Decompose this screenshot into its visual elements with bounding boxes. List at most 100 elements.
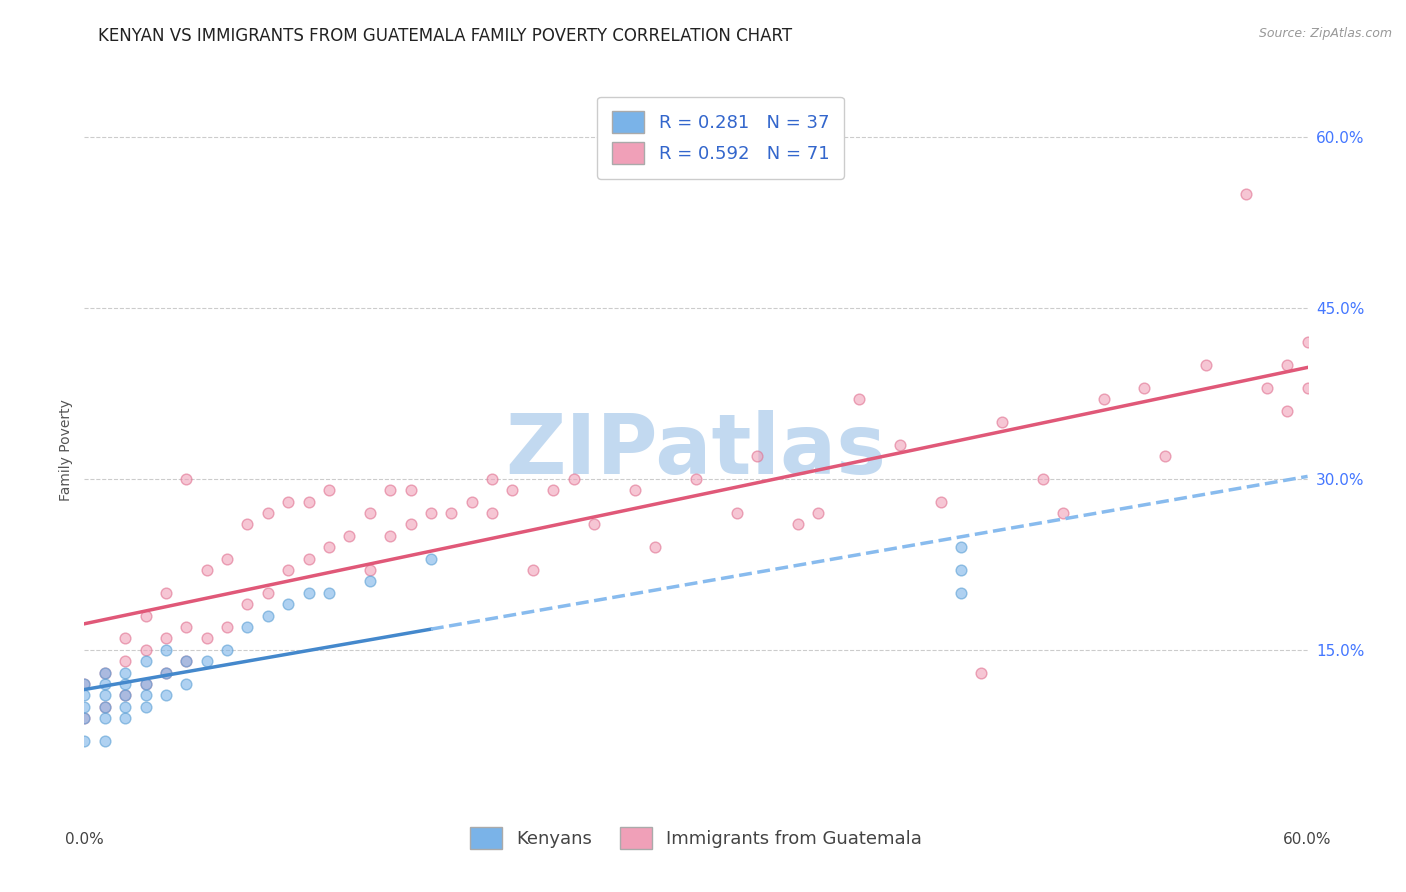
Point	[155, 689, 177, 703]
Point	[481, 506, 503, 520]
Point	[195, 563, 218, 577]
Point	[950, 541, 973, 555]
Point	[93, 699, 115, 714]
Text: ZIPatlas: ZIPatlas	[506, 410, 886, 491]
Point	[848, 392, 870, 407]
Point	[73, 711, 96, 725]
Point	[950, 563, 973, 577]
Point	[93, 677, 115, 691]
Point	[217, 642, 239, 657]
Point	[991, 415, 1014, 429]
Point	[135, 642, 157, 657]
Point	[1032, 472, 1054, 486]
Point	[359, 563, 381, 577]
Point	[747, 449, 769, 463]
Point	[257, 586, 280, 600]
Point	[1195, 358, 1218, 372]
Legend: Kenyans, Immigrants from Guatemala: Kenyans, Immigrants from Guatemala	[463, 820, 929, 856]
Point	[399, 483, 422, 498]
Point	[114, 699, 136, 714]
Point	[399, 517, 422, 532]
Point	[1256, 381, 1278, 395]
Point	[155, 665, 177, 680]
Point	[339, 529, 361, 543]
Point	[725, 506, 748, 520]
Point	[73, 677, 96, 691]
Point	[359, 506, 381, 520]
Point	[929, 494, 952, 508]
Point	[1092, 392, 1115, 407]
Point	[135, 699, 157, 714]
Point	[257, 506, 280, 520]
Text: Source: ZipAtlas.com: Source: ZipAtlas.com	[1258, 27, 1392, 40]
Point	[93, 699, 115, 714]
Point	[135, 677, 157, 691]
Point	[685, 472, 707, 486]
Point	[93, 689, 115, 703]
Point	[1277, 403, 1299, 417]
Point	[73, 677, 96, 691]
Point	[73, 734, 96, 748]
Point	[970, 665, 993, 680]
Point	[236, 517, 259, 532]
Text: KENYAN VS IMMIGRANTS FROM GUATEMALA FAMILY POVERTY CORRELATION CHART: KENYAN VS IMMIGRANTS FROM GUATEMALA FAMI…	[98, 27, 793, 45]
Point	[174, 677, 197, 691]
Point	[950, 586, 973, 600]
Point	[440, 506, 463, 520]
Point	[298, 551, 321, 566]
Point	[277, 597, 299, 611]
Point	[217, 620, 239, 634]
Point	[93, 665, 115, 680]
Point	[1154, 449, 1177, 463]
Point	[380, 483, 402, 498]
Point	[174, 654, 197, 668]
Point	[114, 665, 136, 680]
Point	[298, 494, 321, 508]
Point	[236, 620, 259, 634]
Point	[155, 586, 177, 600]
Point	[195, 632, 218, 646]
Point	[380, 529, 402, 543]
Point	[135, 654, 157, 668]
Point	[155, 665, 177, 680]
Point	[195, 654, 218, 668]
Point	[277, 563, 299, 577]
Point	[114, 711, 136, 725]
Y-axis label: Family Poverty: Family Poverty	[59, 400, 73, 501]
Point	[217, 551, 239, 566]
Point	[420, 506, 443, 520]
Point	[1277, 358, 1299, 372]
Point	[73, 699, 96, 714]
Point	[73, 689, 96, 703]
Point	[583, 517, 606, 532]
Point	[93, 711, 115, 725]
Point	[1296, 335, 1319, 350]
Point	[359, 574, 381, 589]
Point	[155, 632, 177, 646]
Point	[481, 472, 503, 486]
Point	[522, 563, 544, 577]
Point	[114, 689, 136, 703]
Point	[318, 483, 340, 498]
Point	[1052, 506, 1074, 520]
Point	[135, 689, 157, 703]
Point	[502, 483, 524, 498]
Point	[889, 438, 911, 452]
Point	[1296, 381, 1319, 395]
Point	[298, 586, 321, 600]
Point	[114, 632, 136, 646]
Point	[114, 689, 136, 703]
Point	[114, 654, 136, 668]
Point	[257, 608, 280, 623]
Point	[93, 665, 115, 680]
Point	[114, 677, 136, 691]
Point	[73, 711, 96, 725]
Point	[277, 494, 299, 508]
Point	[562, 472, 585, 486]
Point	[1133, 381, 1156, 395]
Point	[174, 654, 197, 668]
Point	[624, 483, 647, 498]
Point	[1236, 187, 1258, 202]
Point	[174, 472, 197, 486]
Point	[93, 734, 115, 748]
